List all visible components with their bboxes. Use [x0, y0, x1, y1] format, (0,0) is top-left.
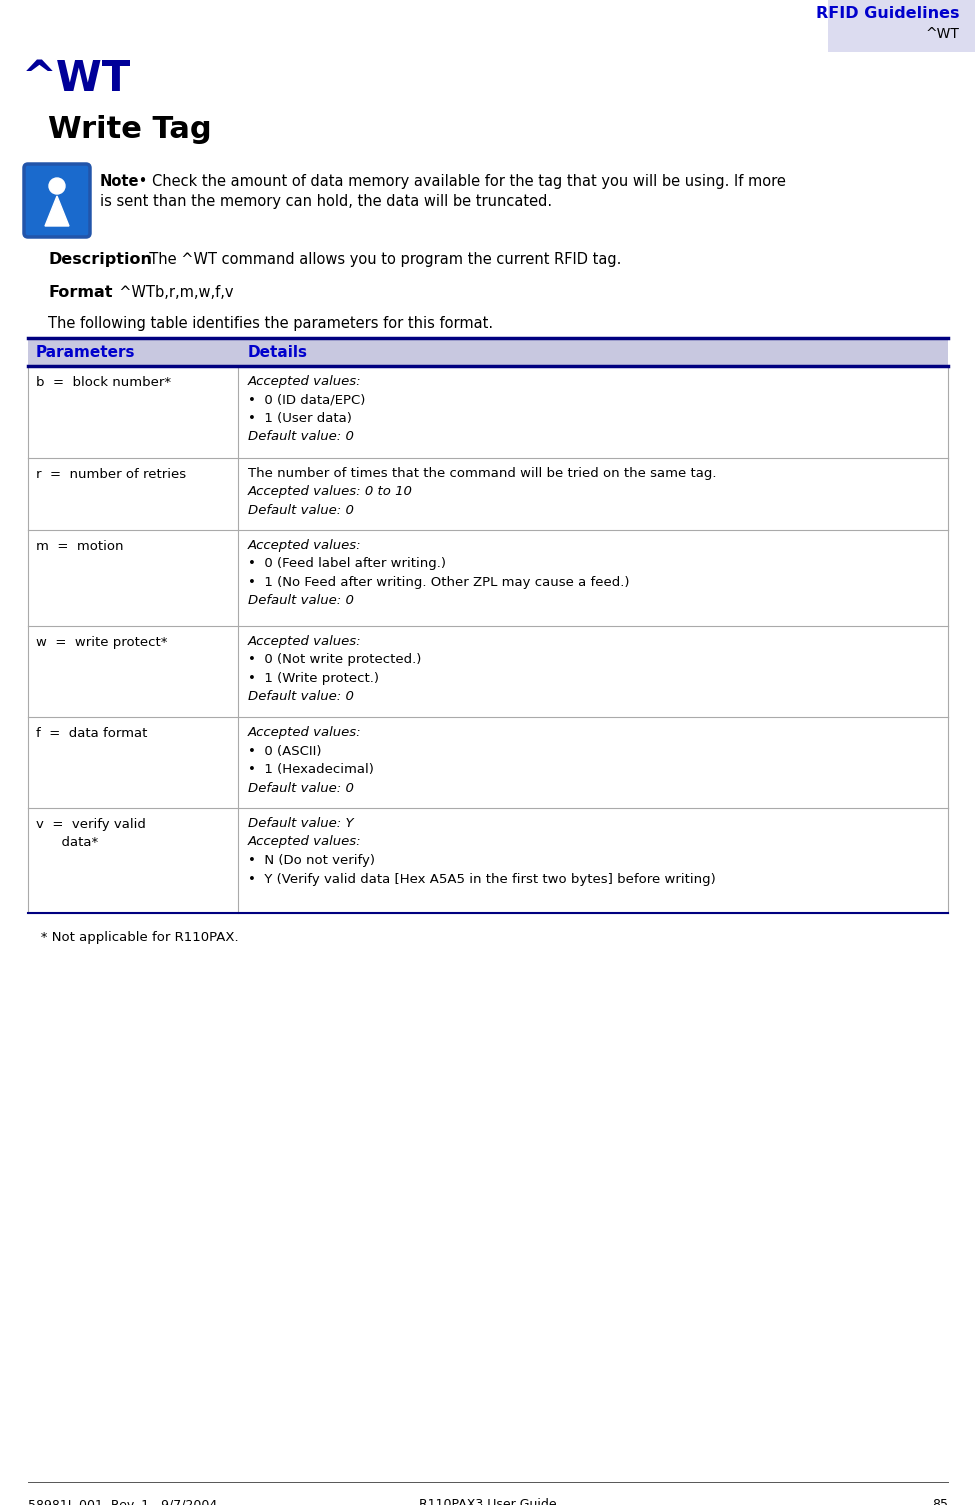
- Text: RFID Guidelines: RFID Guidelines: [815, 6, 959, 21]
- Text: •  1 (User data): • 1 (User data): [248, 412, 352, 424]
- Text: • Check the amount of data memory available for the tag that you will be using. : • Check the amount of data memory availa…: [134, 175, 786, 190]
- Text: •  1 (Hexadecimal): • 1 (Hexadecimal): [248, 763, 373, 777]
- Text: R110PAX3 User Guide: R110PAX3 User Guide: [418, 1497, 557, 1505]
- Text: Accepted values:: Accepted values:: [248, 725, 362, 739]
- Text: m  =  motion: m = motion: [36, 540, 124, 552]
- Text: The following table identifies the parameters for this format.: The following table identifies the param…: [48, 316, 493, 331]
- Text: Accepted values:: Accepted values:: [248, 835, 362, 849]
- Text: Default value: 0: Default value: 0: [248, 504, 354, 518]
- Bar: [28, 339, 948, 366]
- Bar: [828, 0, 975, 53]
- Text: Accepted values:: Accepted values:: [248, 539, 362, 552]
- Text: Description: Description: [48, 251, 152, 266]
- Text: Write Tag: Write Tag: [48, 114, 212, 144]
- Text: Parameters: Parameters: [36, 345, 136, 360]
- Text: v  =  verify valid
      data*: v = verify valid data*: [36, 819, 146, 849]
- Text: Default value: 0: Default value: 0: [248, 691, 354, 703]
- Text: ^WT: ^WT: [925, 27, 959, 41]
- Text: is sent than the memory can hold, the data will be truncated.: is sent than the memory can hold, the da…: [100, 194, 552, 209]
- Text: •  Y (Verify valid data [Hex A5A5 in the first two bytes] before writing): • Y (Verify valid data [Hex A5A5 in the …: [248, 873, 716, 885]
- Text: f  =  data format: f = data format: [36, 727, 147, 740]
- Text: r  =  number of retries: r = number of retries: [36, 468, 186, 482]
- Text: The number of times that the command will be tried on the same tag.: The number of times that the command wil…: [248, 467, 717, 480]
- Text: b  =  block number*: b = block number*: [36, 376, 172, 388]
- Text: w  =  write protect*: w = write protect*: [36, 637, 168, 649]
- Text: •  0 (ASCII): • 0 (ASCII): [248, 745, 322, 757]
- Text: 58981L-001  Rev. 1   9/7/2004: 58981L-001 Rev. 1 9/7/2004: [28, 1497, 217, 1505]
- Text: Default value: Y: Default value: Y: [248, 817, 354, 829]
- Text: * Not applicable for R110PAX.: * Not applicable for R110PAX.: [28, 932, 239, 944]
- Text: ^WTb,r,m,w,f,v: ^WTb,r,m,w,f,v: [110, 284, 233, 299]
- Circle shape: [49, 178, 65, 194]
- Text: Accepted values: 0 to 10: Accepted values: 0 to 10: [248, 486, 412, 498]
- Text: •  N (Do not verify): • N (Do not verify): [248, 853, 375, 867]
- Text: Default value: 0: Default value: 0: [248, 781, 354, 795]
- FancyBboxPatch shape: [24, 164, 90, 236]
- Text: •  0 (ID data/EPC): • 0 (ID data/EPC): [248, 393, 366, 406]
- Text: Default value: 0: Default value: 0: [248, 430, 354, 444]
- Text: •  1 (Write protect.): • 1 (Write protect.): [248, 673, 379, 685]
- Text: Accepted values:: Accepted values:: [248, 375, 362, 388]
- Text: •  1 (No Feed after writing. Other ZPL may cause a feed.): • 1 (No Feed after writing. Other ZPL ma…: [248, 576, 630, 588]
- Text: Default value: 0: Default value: 0: [248, 594, 354, 608]
- Text: ^WT: ^WT: [22, 59, 132, 99]
- Text: •  0 (Feed label after writing.): • 0 (Feed label after writing.): [248, 557, 446, 570]
- Text: Details: Details: [248, 345, 308, 360]
- Text: Accepted values:: Accepted values:: [248, 635, 362, 649]
- Text: 85: 85: [932, 1497, 948, 1505]
- Text: The ^WT command allows you to program the current RFID tag.: The ^WT command allows you to program th…: [140, 251, 621, 266]
- Text: Note: Note: [100, 175, 139, 190]
- Text: Format: Format: [48, 284, 112, 299]
- Polygon shape: [45, 196, 69, 226]
- Text: •  0 (Not write protected.): • 0 (Not write protected.): [248, 653, 421, 667]
